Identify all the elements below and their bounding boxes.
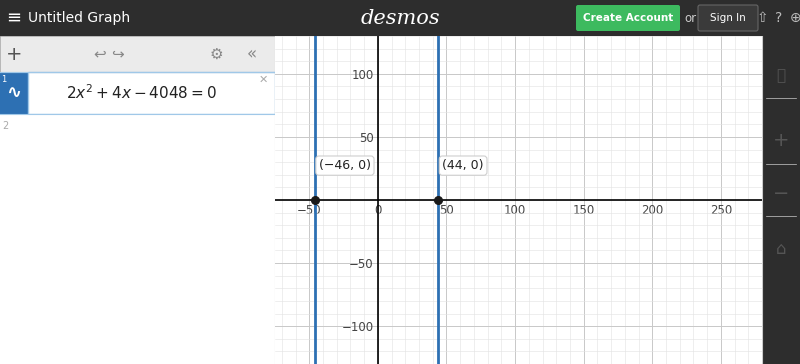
Text: +: + bbox=[6, 44, 22, 63]
Bar bbox=[0, 144, 275, 364]
Text: ≡: ≡ bbox=[6, 9, 22, 27]
Text: (−46, 0): (−46, 0) bbox=[319, 159, 371, 172]
Text: $2x^2 + 4x - 4048 = 0$: $2x^2 + 4x - 4048 = 0$ bbox=[66, 84, 217, 102]
Text: 1: 1 bbox=[2, 75, 6, 84]
Text: Untitled Graph: Untitled Graph bbox=[28, 11, 130, 25]
Text: Create Account: Create Account bbox=[583, 13, 673, 23]
Text: ✕: ✕ bbox=[258, 75, 268, 85]
FancyBboxPatch shape bbox=[576, 5, 680, 31]
Text: or: or bbox=[684, 12, 696, 24]
Bar bbox=[28, 72, 275, 114]
Bar bbox=[0, 72, 28, 114]
Text: 2: 2 bbox=[2, 121, 8, 131]
Text: 𝑓: 𝑓 bbox=[777, 68, 786, 83]
Text: ⊕: ⊕ bbox=[790, 11, 800, 25]
Text: (44, 0): (44, 0) bbox=[442, 159, 484, 172]
Text: ↪: ↪ bbox=[112, 47, 124, 62]
Text: ↩: ↩ bbox=[94, 47, 106, 62]
Text: Sign In: Sign In bbox=[710, 13, 746, 23]
Text: +: + bbox=[773, 131, 790, 150]
Text: ∿: ∿ bbox=[6, 84, 22, 102]
Text: ⚙: ⚙ bbox=[209, 47, 223, 62]
Bar bbox=[0, 36, 275, 72]
Bar bbox=[0, 114, 275, 144]
Text: ⌂: ⌂ bbox=[776, 240, 786, 258]
Text: «: « bbox=[247, 45, 257, 63]
Text: ⇧: ⇧ bbox=[756, 11, 768, 25]
FancyBboxPatch shape bbox=[698, 5, 758, 31]
Text: desmos: desmos bbox=[360, 8, 440, 28]
Text: ?: ? bbox=[775, 11, 782, 25]
Text: −: − bbox=[773, 184, 789, 203]
